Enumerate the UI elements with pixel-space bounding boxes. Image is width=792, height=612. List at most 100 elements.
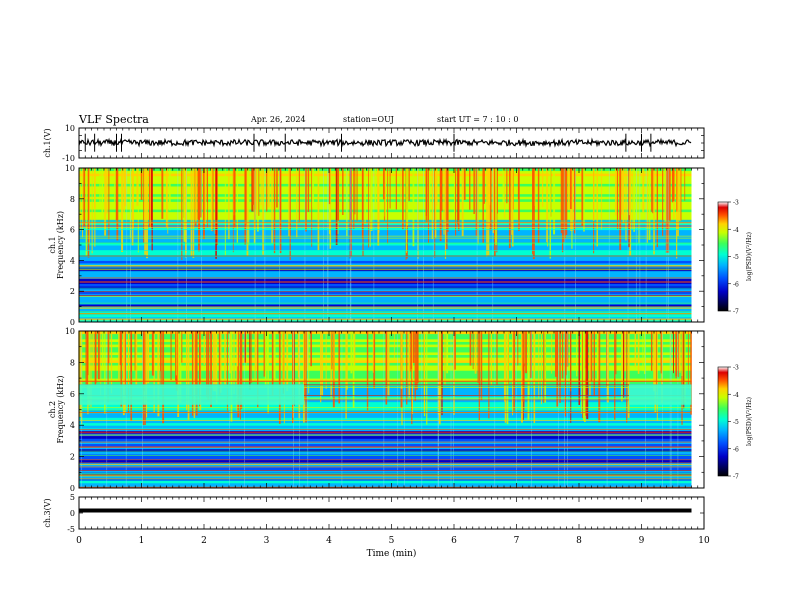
ch2-colorbar-tick-label: -3 [733,365,739,372]
spectrogram-band [79,296,692,300]
spectrogram-band [79,333,692,337]
ch2-y-tick-label: 0 [70,484,75,493]
x-tick-label: 0 [76,536,82,546]
spectrogram-band [79,357,692,361]
spectrogram-band [79,346,692,350]
chorus-band [79,384,304,405]
axes-frames [78,127,705,530]
spectrogram-band [79,425,692,429]
x-tick-label: 8 [576,536,582,546]
spectrogram-band [79,232,692,236]
spectrogram-band [79,378,692,382]
spectrogram-band [79,388,692,392]
spectrogram-band [79,338,692,342]
station-label: station=OUJ [343,115,394,124]
x-axis-label: Time (min) [367,548,417,559]
ch2-colorbar-label: log(PSD)(V²/Hz) [746,397,753,446]
spectrogram-band [79,464,692,468]
spectrogram-band [79,242,692,246]
x-tick-label: 5 [389,536,395,546]
spectrogram-band [79,469,692,473]
spectrogram-band [79,286,692,290]
ch1-colorbar-tick-label: -6 [733,281,739,288]
x-tick-label: 9 [639,536,645,546]
spectrogram-band [79,365,692,369]
spectrogram-band [79,438,692,442]
spectrogram-band [79,344,692,348]
ch1-colorbar-tick-label: -7 [733,309,739,316]
ch1-colorbar-tick-label: -5 [733,254,739,261]
spectrogram-band [79,412,692,416]
ch2-colorbar-tick-label: -6 [733,446,739,453]
spectrogram-band [79,247,692,251]
spectrogram-band [79,446,692,450]
ch1-y-tick-label: 0 [70,318,75,327]
ch1-trace [78,137,692,148]
spectrogram-band [79,351,692,356]
spectrogram-band [79,406,692,410]
colorbars: -3 -4 -5 -6 -7 log(PSD)(V²/Hz) -3 -4 -5 -6 -7 log(P… [717,200,753,481]
spectrogram-band [79,474,692,479]
ch3-y-tick-label: 0 [70,509,75,518]
spectrogram-band [79,260,692,264]
spectrogram-band [79,336,692,340]
spectrogram-band [79,461,692,465]
spectrogram-band [79,291,692,295]
spectrogram-band [79,480,692,484]
spectrogram-band [79,409,692,413]
ch1-colorbar-label: log(PSD)(V²/Hz) [746,232,753,281]
ch1-y-tick-label: 6 [70,226,75,235]
x-tick-label: 1 [139,536,145,546]
spectrogram-band [79,380,692,384]
spectrogram-band [79,401,692,405]
ch3-y-tick-label: -5 [67,525,75,534]
spectrogram-band [79,288,692,292]
ch1-waveform-y-label: ch.1(V) [43,128,52,157]
spectrogram-band [79,229,692,233]
spectrogram-band [79,367,692,371]
spectrogram-band [79,414,692,418]
x-tick-label: 4 [326,536,332,546]
chart-title: VLF Spectra [79,113,149,126]
spectrogram-band [79,257,692,261]
ch1-colorbar-tick-label: -3 [733,200,739,207]
spectrogram-band [79,275,692,279]
ch1-y-tick-label: 4 [70,256,75,265]
x-tick-label: 7 [514,536,520,546]
spectrogram-band [79,467,692,471]
spectrogram-band [79,262,692,267]
x-tick-label: 6 [451,536,457,546]
ch1-colorbar [717,201,729,312]
spectrogram-band [79,399,692,403]
spectrogram-band [79,273,692,277]
ch1-y-tick-label: 10 [65,124,75,133]
ch1-y-tick-label: 2 [70,287,75,296]
ch2-colorbar-tick-label: -4 [733,392,739,399]
spectrogram-band [79,349,692,353]
ch1-y-tick-label: -10 [62,154,75,163]
ch2-y-tick-label: 2 [70,453,75,462]
ch2-y-tick-label: 8 [70,358,75,367]
spectrogram-band [79,278,692,282]
spectrogram-band [79,221,692,225]
ch1-y-tick-label: 10 [65,164,75,173]
spectrogram-band [79,270,692,274]
spectrogram-band [79,391,692,395]
ch2-y-axis-label: ch.2 [48,401,57,418]
spectrogram-band [79,283,692,287]
ch2-y-axis-label: Frequency (kHz) [56,375,65,443]
ch2-spectrogram [78,331,692,489]
spectrogram-band [79,316,692,320]
spectrogram-band [79,354,692,358]
spectrogram-band [79,456,692,460]
chorus-band [629,384,692,405]
ch2-y-tick-label: 4 [70,421,75,430]
spectrogram-band [79,304,692,308]
ch2-colorbar-tick-label: -5 [733,419,739,426]
x-tick-label: 2 [201,536,207,546]
spectrogram-band [79,372,692,376]
spectrogram-band [79,265,692,269]
ch1-y-axis-label: Frequency (kHz) [56,211,65,279]
